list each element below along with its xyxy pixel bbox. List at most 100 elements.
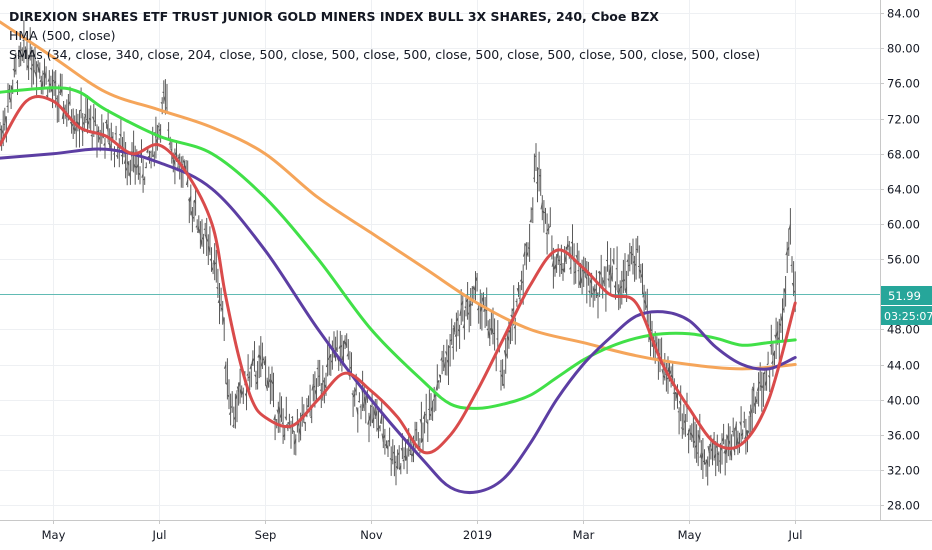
price-bar-tick	[356, 407, 359, 415]
plot-area[interactable]	[0, 20, 880, 495]
x-tick-label: May	[42, 528, 66, 542]
price-bar-tick	[49, 83, 52, 87]
price-bar-tick	[663, 375, 666, 379]
price-bar-tick	[227, 394, 230, 398]
price-bar-tick	[313, 385, 316, 388]
price-bar-tick	[155, 138, 158, 144]
price-bar-tick	[79, 109, 82, 112]
price-bar-tick	[3, 123, 6, 126]
price-bar-tick	[282, 434, 286, 437]
price-bar-tick	[174, 152, 177, 157]
price-bar-tick	[354, 388, 357, 392]
price-bar-tick	[468, 303, 472, 307]
sma500-line[interactable]	[0, 147, 797, 495]
price-bar-tick	[570, 241, 573, 244]
price-bar-tick	[47, 78, 50, 82]
price-bar-tick	[341, 355, 344, 361]
price-bar-tick	[268, 378, 271, 383]
price-bar-tick	[294, 438, 297, 445]
price-bar-tick	[728, 440, 731, 445]
y-tick-label: 44.00	[887, 359, 920, 373]
price-bar-tick	[639, 269, 642, 274]
price-bar-tick	[292, 430, 295, 433]
price-bar-tick	[678, 400, 682, 406]
price-bar-tick	[281, 422, 284, 425]
price-bar-tick	[554, 264, 558, 271]
price-bar-tick	[343, 339, 346, 345]
price-bar-tick	[503, 350, 507, 357]
price-bar-tick	[26, 65, 30, 69]
price-bar-tick	[476, 307, 480, 311]
price-bar-tick	[257, 354, 260, 358]
price-bar-tick	[597, 271, 601, 274]
price-bar-tick	[524, 243, 527, 247]
price-bar-tick	[588, 290, 591, 294]
sma34-line[interactable]	[0, 95, 797, 455]
price-bar-tick	[450, 339, 453, 342]
price-bar-tick	[561, 268, 564, 271]
sma-legend-label[interactable]: SMAs (34, close, 340, close, 204, close,…	[9, 47, 761, 62]
price-bar-tick	[438, 374, 441, 379]
price-bar-tick	[755, 398, 758, 403]
price-bar-tick	[690, 432, 693, 436]
price-bar-tick	[298, 428, 302, 435]
price-bar-tick	[34, 71, 38, 79]
price-bar-tick	[599, 271, 602, 276]
price-bar-tick	[593, 288, 596, 293]
price-bar-tick	[31, 63, 34, 67]
price-bar-tick	[640, 273, 643, 278]
price-bar-tick	[400, 447, 403, 452]
price-bar-tick	[558, 259, 561, 262]
price-bar-tick	[389, 457, 392, 460]
y-tick-label: 36.00	[887, 429, 920, 443]
x-tick-label: Jul	[152, 528, 167, 542]
price-bar-tick	[330, 360, 333, 363]
price-bar-tick	[448, 346, 451, 348]
price-bar-tick	[54, 80, 57, 84]
price-bar-tick	[185, 179, 189, 186]
price-bar-tick	[740, 432, 744, 436]
y-tick-label: 48.00	[887, 323, 920, 337]
price-bar-tick	[594, 288, 597, 291]
price-bar-tick	[371, 417, 375, 424]
price-bar-tick	[430, 406, 434, 412]
price-bar-tick	[461, 301, 464, 306]
price-bar-tick	[115, 155, 119, 158]
price-bar-tick	[152, 154, 155, 158]
price-bar-tick	[379, 415, 383, 424]
price-bar-tick	[422, 414, 426, 419]
price-bar-tick	[445, 351, 448, 356]
price-bar-tick	[585, 276, 588, 280]
price-bar-tick	[688, 428, 691, 433]
price-bar-tick	[265, 384, 268, 390]
price-bar-tick	[128, 172, 131, 178]
price-bar-tick	[348, 374, 351, 377]
price-bar-tick	[267, 380, 270, 388]
sma204-line[interactable]	[0, 86, 797, 410]
hma-legend-label[interactable]: HMA (500, close)	[9, 28, 116, 43]
price-bar-tick	[643, 300, 647, 305]
price-bar-tick	[367, 419, 370, 425]
y-tick-label: 68.00	[887, 148, 920, 162]
y-tick-label: 64.00	[887, 183, 920, 197]
price-bar-tick	[4, 115, 7, 124]
price-bar-tick	[616, 290, 620, 295]
price-bar-tick	[208, 246, 211, 253]
price-bar-tick	[435, 384, 438, 391]
price-bar-tick	[454, 334, 457, 337]
price-bar-tick	[0, 128, 2, 131]
price-bar-tick	[55, 97, 58, 100]
x-tick-label: 2019	[463, 528, 492, 542]
price-bar-tick	[566, 243, 569, 250]
price-bar-tick	[578, 280, 581, 286]
price-bar-tick	[127, 161, 130, 166]
price-bar-tick	[291, 416, 293, 419]
price-bar-tick	[214, 262, 217, 265]
price-bar-tick	[248, 376, 251, 379]
time-axis[interactable]: May Jul Sep Nov 2019 Mar May Jul	[42, 520, 803, 542]
price-bar-tick	[575, 254, 578, 259]
price-bar-tick	[793, 290, 796, 293]
price-bar-tick	[419, 418, 422, 424]
price-bar-tick	[260, 362, 263, 367]
